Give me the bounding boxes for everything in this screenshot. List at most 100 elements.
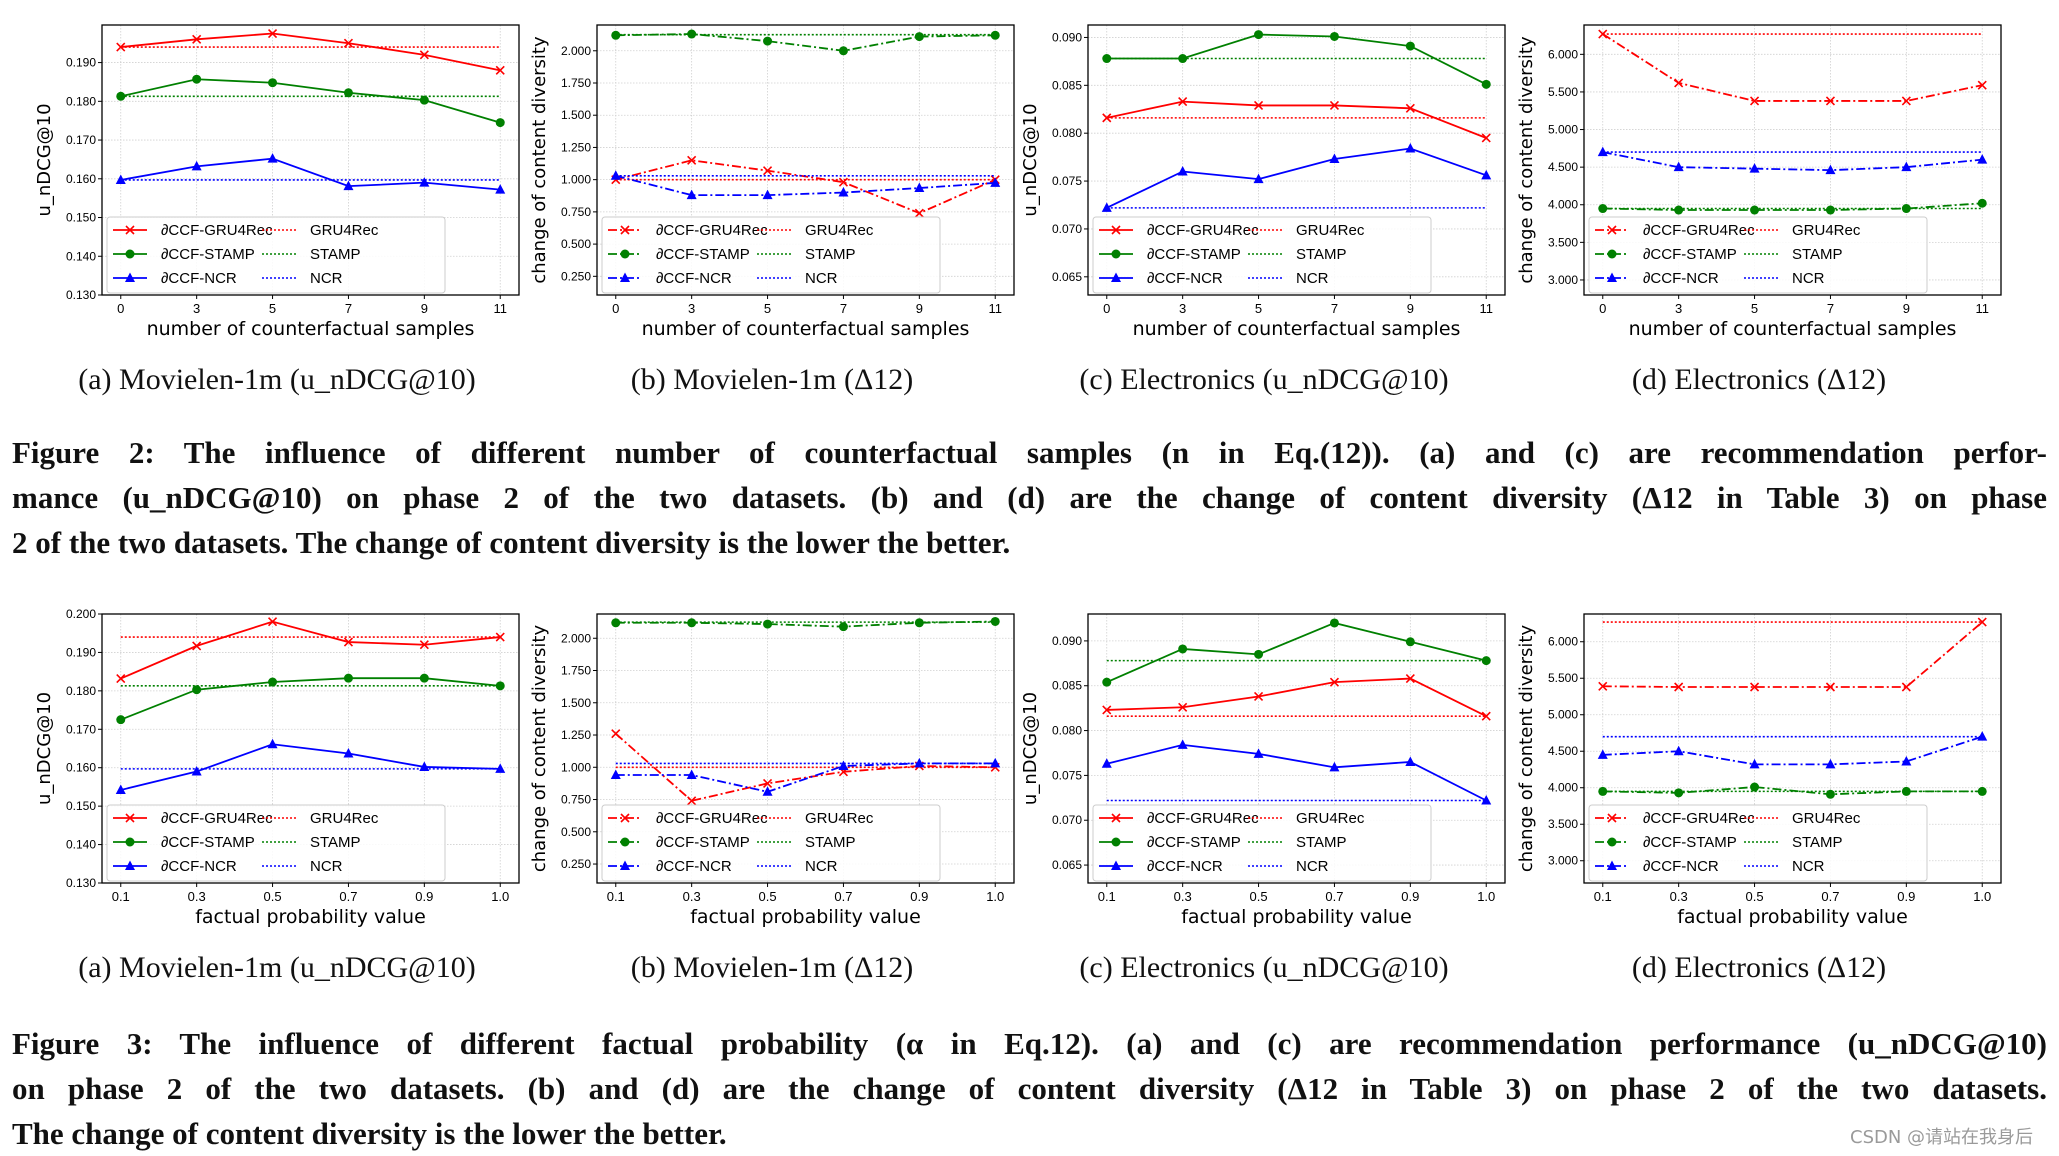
y-tick-label: 4.000: [1548, 781, 1578, 795]
x-tick-label: 0.5: [264, 889, 282, 904]
series-line-2: [1602, 151, 1983, 172]
x-tick-label: 0.9: [1897, 889, 1915, 904]
x-marker: [1825, 682, 1836, 692]
x-tick-label: 5: [269, 301, 276, 316]
x-marker: [495, 632, 505, 642]
y-tick-label: 1.250: [561, 140, 591, 154]
x-tick-label: 0.5: [1250, 889, 1268, 904]
x-tick-label: 7: [840, 301, 847, 316]
y-tick-label: 0.140: [66, 838, 96, 852]
circle-marker: [1481, 656, 1491, 666]
circle-marker: [1178, 644, 1188, 654]
legend-box: [106, 804, 446, 882]
legend-box: [1092, 216, 1432, 294]
x-tick-label: 0.3: [1670, 889, 1688, 904]
x-marker: [1607, 813, 1617, 823]
chart-5: 0.250 0.500 0.750 1.000 1.250 1.500 1.750 2.000…: [529, 613, 1015, 928]
y-tick-label: 3.500: [1548, 817, 1578, 831]
legend-label: ∂CCF-STAMP: [1147, 246, 1241, 263]
x-marker: [419, 50, 429, 60]
legend-label: ∂CCF-GRU4Rec: [656, 222, 768, 239]
circle-marker: [763, 36, 773, 46]
x-tick-label: 0.7: [1325, 889, 1343, 904]
legend-label: STAMP: [1296, 246, 1347, 263]
x-marker: [762, 778, 773, 788]
series-line-2: [120, 157, 501, 191]
y-tick-label: 3.000: [1548, 854, 1578, 868]
y-tick-label: 0.250: [561, 269, 591, 283]
triangle-marker: [1329, 153, 1340, 164]
x-marker: [343, 38, 354, 48]
x-tick-label: 11: [1975, 301, 1989, 316]
series-line-2: [1106, 147, 1487, 209]
x-tick-label: 0.7: [339, 889, 357, 904]
triangle-marker: [1749, 163, 1760, 173]
x-marker: [838, 177, 849, 187]
legend-label: ∂CCF-NCR: [656, 858, 732, 875]
x-marker: [267, 28, 278, 39]
watermark: CSDN @请站在我身后: [1850, 1127, 2034, 1148]
x-marker: [1607, 225, 1617, 235]
circle-marker: [1254, 30, 1264, 40]
x-tick-label: 7: [1827, 301, 1834, 316]
x-marker: [1598, 681, 1608, 691]
triangle-marker: [620, 860, 630, 870]
y-tick-label: 4.500: [1548, 160, 1578, 174]
x-tick-label: 0.1: [1594, 889, 1612, 904]
triangle-marker: [343, 180, 354, 191]
x-tick-label: 0.9: [415, 889, 433, 904]
y-axis-label: change of content diversity: [529, 36, 550, 284]
x-marker: [687, 796, 697, 806]
y-tick-label: 6.000: [1548, 47, 1578, 61]
y-axis-label: change of content diversity: [529, 625, 550, 873]
circle-marker: [495, 118, 505, 128]
x-marker: [1111, 813, 1121, 823]
legend-label: GRU4Rec: [310, 222, 379, 239]
x-marker: [687, 155, 697, 165]
triangle-marker: [495, 763, 506, 773]
y-tick-label: 0.130: [66, 876, 96, 890]
circle-marker: [1111, 837, 1121, 847]
triangle-marker: [1177, 165, 1188, 176]
fig2-subcaption-a: (a) Movielen-1m (u_nDCG@10): [78, 363, 476, 396]
x-marker: [1178, 97, 1188, 107]
triangle-marker: [419, 177, 430, 187]
x-marker: [125, 813, 135, 823]
circle-marker: [1102, 54, 1112, 64]
x-axis-label: number of counterfactual samples: [1629, 318, 1957, 340]
triangle-marker: [762, 189, 773, 200]
y-tick-label: 0.065: [1052, 858, 1082, 872]
x-axis-label: factual probability value: [195, 906, 426, 928]
x-marker: [620, 813, 630, 823]
circle-marker: [1825, 789, 1835, 799]
y-tick-label: 0.090: [1052, 30, 1082, 44]
fig2-subcaption-b: (b) Movielen-1m (Δ12): [630, 363, 914, 396]
legend-box: [1092, 804, 1432, 882]
circle-marker: [1329, 618, 1339, 628]
y-axis-label: u_nDCG@10: [34, 692, 55, 805]
x-marker: [1405, 673, 1415, 684]
x-tick-label: 11: [988, 301, 1002, 316]
triangle-marker: [1749, 758, 1760, 769]
circle-marker: [1750, 782, 1760, 792]
triangle-marker: [1901, 755, 1912, 766]
series-line-0: [120, 620, 501, 680]
x-tick-label: 0.3: [188, 889, 206, 904]
y-axis-label: u_nDCG@10: [34, 103, 55, 216]
y-tick-label: 0.075: [1052, 768, 1082, 782]
x-tick-label: 0.1: [112, 889, 130, 904]
legend-label: ∂CCF-NCR: [656, 270, 732, 287]
fig2-subcaption-d: (d) Electronics (Δ12): [1631, 363, 1887, 396]
circle-marker: [1254, 649, 1264, 659]
y-tick-label: 3.000: [1548, 273, 1578, 287]
y-tick-label: 0.190: [66, 56, 96, 70]
x-marker: [1102, 705, 1112, 715]
x-marker: [125, 225, 135, 235]
legend-label: NCR: [310, 270, 343, 287]
x-marker: [1749, 96, 1760, 106]
circle-marker: [763, 619, 773, 629]
legend-label: ∂CCF-GRU4Rec: [1147, 222, 1259, 239]
triangle-marker: [1253, 173, 1264, 184]
triangle-marker: [1825, 164, 1836, 175]
